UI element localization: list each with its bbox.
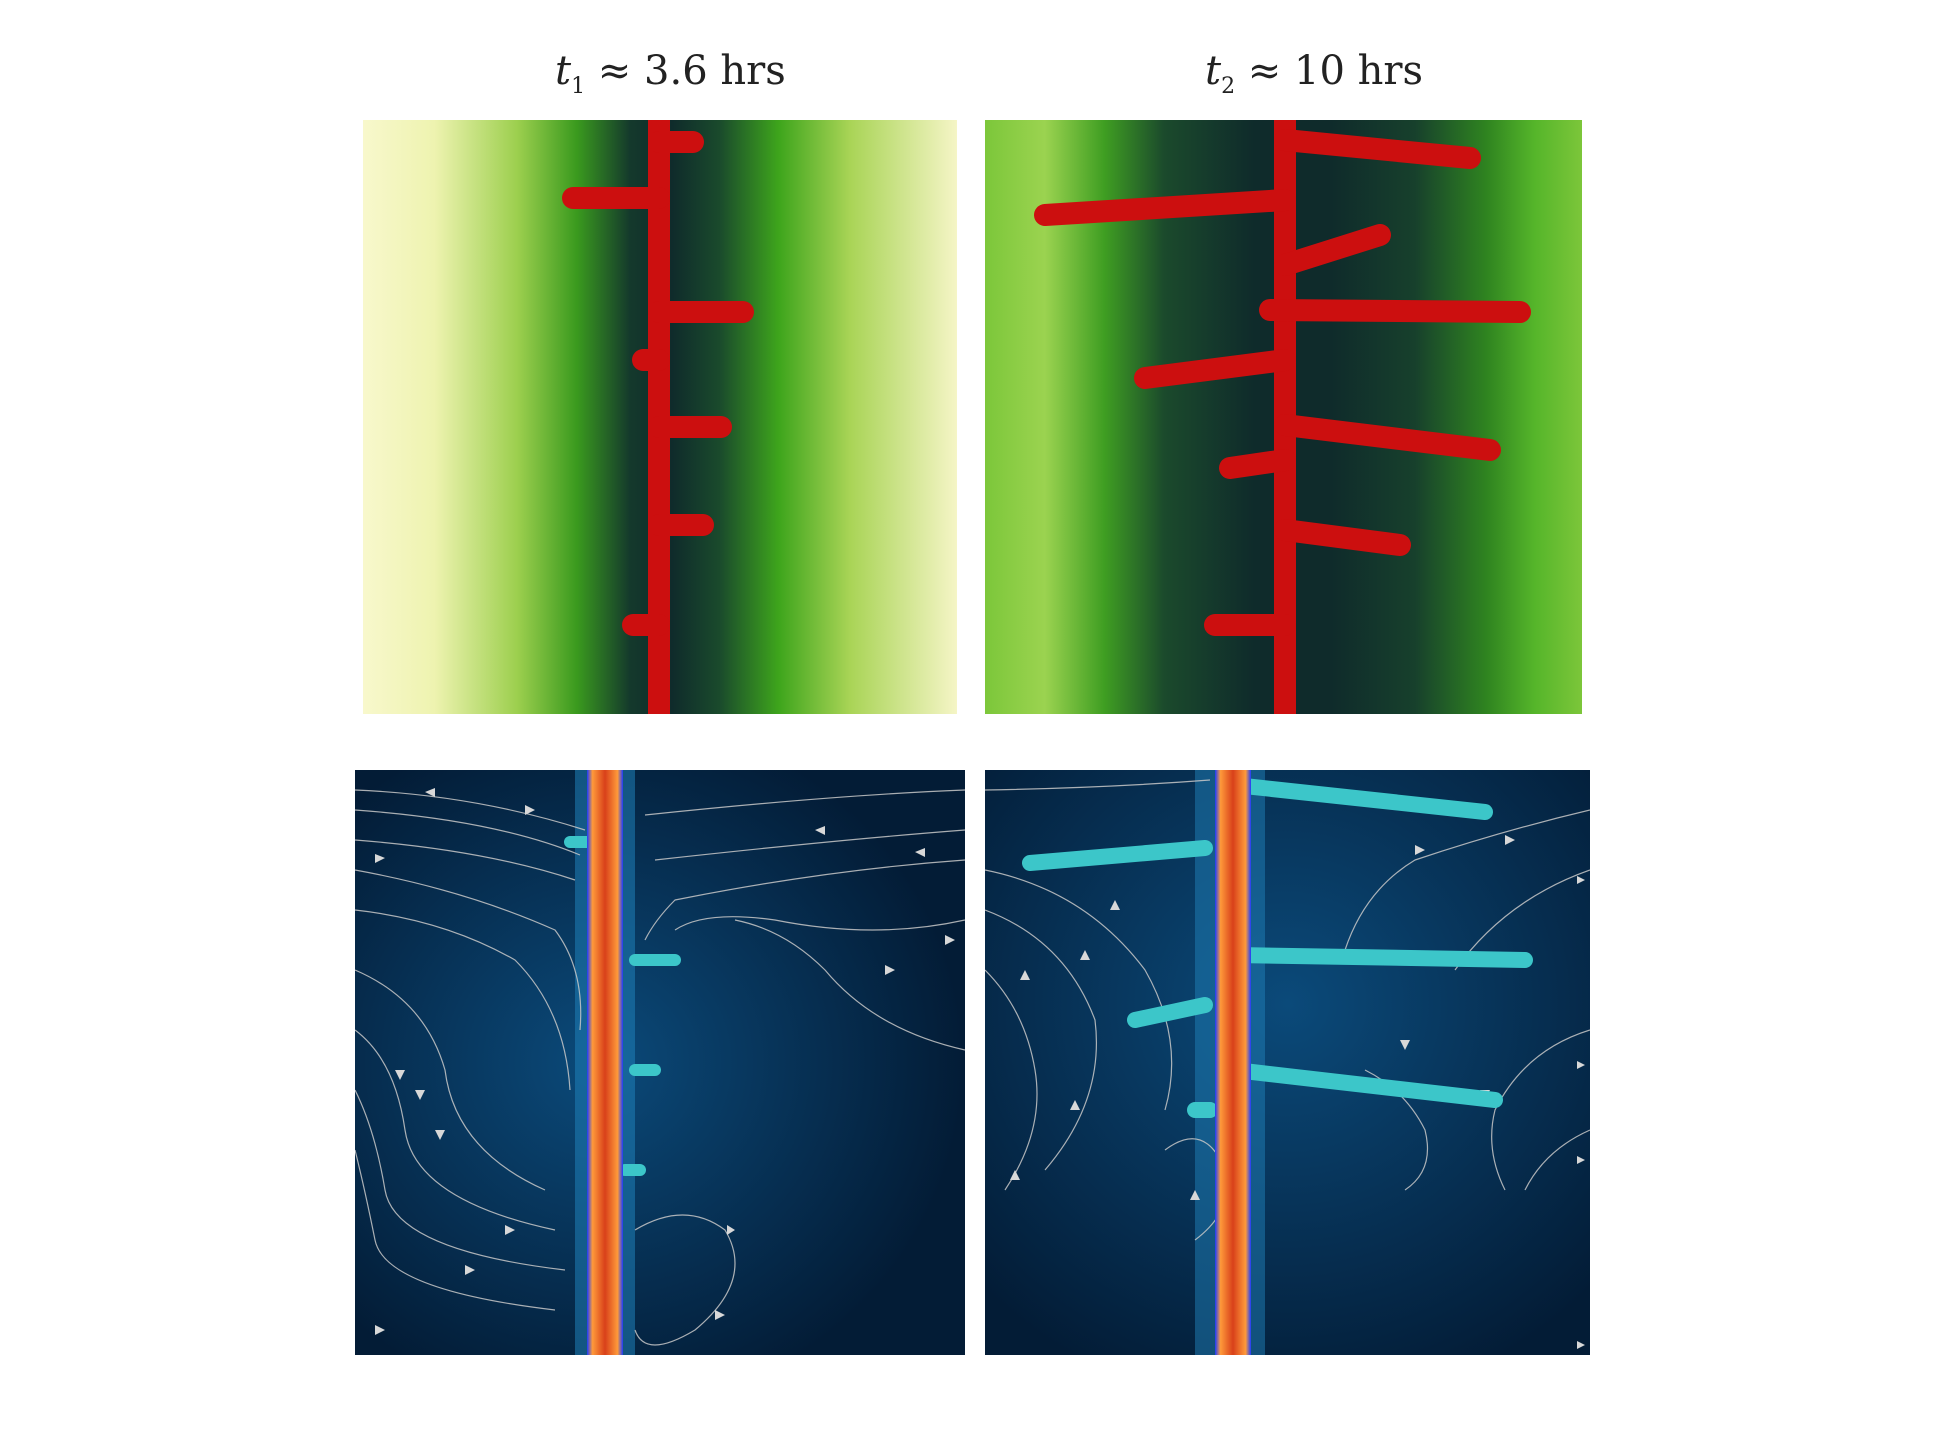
- title-var-t2: t: [1205, 48, 1222, 94]
- streamlines-t2: [985, 779, 1590, 1241]
- title-rest-t2: ≈ 10 hrs: [1235, 48, 1424, 94]
- vessel-network-t1: [562, 120, 754, 714]
- title-var-t1: t: [555, 48, 572, 94]
- flow-field-image-t1: [355, 770, 965, 1355]
- column-title-t1: t1 ≈ 3.6 hrs: [555, 48, 786, 99]
- nutrient-field-panel-t1: [363, 120, 957, 714]
- streamline-arrows-t2: [1010, 835, 1585, 1349]
- title-rest-t1: ≈ 3.6 hrs: [585, 48, 786, 94]
- streamlines-t1: [355, 789, 965, 1346]
- sprouts-t2: [1022, 777, 1533, 1118]
- flow-field-panel-t1: [355, 770, 965, 1355]
- title-sub-t2: 2: [1221, 74, 1236, 99]
- title-sub-t1: 1: [571, 74, 586, 99]
- nutrient-field-panel-t2: [985, 120, 1582, 714]
- nutrient-field-image-t1: [363, 120, 957, 714]
- flow-field-image-t2: [985, 770, 1590, 1355]
- streamline-arrows-t1: [375, 788, 955, 1335]
- nutrient-field-image-t2: [985, 120, 1582, 714]
- vessel-network-t2: [1034, 120, 1531, 714]
- flow-field-panel-t2: [985, 770, 1590, 1355]
- main-vessel-t2: [1215, 770, 1251, 1355]
- column-title-t2: t2 ≈ 10 hrs: [1205, 48, 1423, 99]
- main-vessel-t1: [587, 770, 623, 1355]
